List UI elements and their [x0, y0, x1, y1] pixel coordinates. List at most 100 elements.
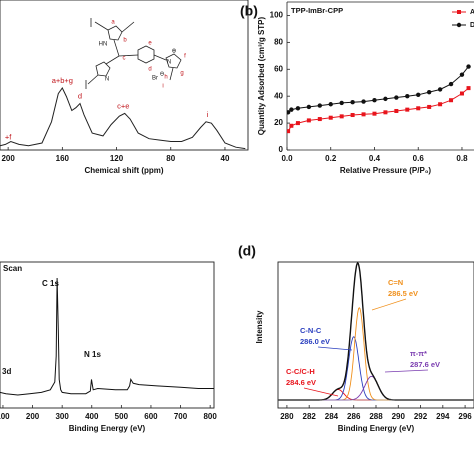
- x-tick-label: 288: [369, 412, 383, 421]
- y-axis-label: Intensity: [255, 310, 264, 343]
- component-energy: 287.6 eV: [410, 360, 440, 369]
- structure-label: h: [164, 75, 167, 81]
- x-tick-label: 0.2: [325, 154, 337, 163]
- structure-label: ⊕: [171, 49, 176, 55]
- marker: [426, 89, 432, 95]
- marker: [306, 118, 311, 123]
- x-tick-label: 286: [347, 412, 361, 421]
- structure-label: f: [184, 54, 186, 60]
- panel: 200 160 120 80 40 Chemical shift (ppm) +f a+b+g…: [0, 0, 249, 175]
- marker: [287, 129, 291, 134]
- marker: [339, 100, 344, 106]
- marker: [383, 96, 388, 102]
- structure-label: e: [148, 41, 152, 47]
- legend-marker: [456, 22, 462, 28]
- leader-line: [303, 387, 339, 397]
- x-axis-label: Relative Pressure (P/P₀): [340, 166, 432, 175]
- inset-title: TPP-ImBr-CPP: [291, 6, 343, 15]
- marker: [405, 93, 410, 99]
- marker: [427, 104, 432, 109]
- marker: [383, 110, 388, 115]
- y-tick-label: 80: [274, 37, 283, 46]
- marker: [437, 87, 443, 92]
- structure-label: g: [180, 71, 183, 77]
- annotation: Scan: [3, 264, 22, 273]
- peak-label: a+b+g: [52, 76, 73, 85]
- marker: [405, 107, 410, 112]
- x-tick-label: 280: [280, 412, 294, 421]
- plot-area: [287, 64, 471, 134]
- marker: [317, 117, 322, 122]
- marker: [459, 91, 464, 96]
- panel: 280 282 284 286 288 290 292 294 296 Binding Energ…: [238, 243, 474, 433]
- pyrrole-ring: [95, 61, 111, 77]
- marker: [289, 107, 294, 112]
- y-tick-label: 100: [270, 11, 284, 20]
- plot-area: [0, 87, 246, 150]
- x-tick-label: 500: [115, 412, 129, 421]
- marker: [394, 95, 399, 100]
- x-tick-label: 120: [110, 154, 124, 163]
- imidazolium-ring: [165, 53, 182, 69]
- legend-label: Adsorption: [470, 9, 474, 16]
- marker: [416, 106, 421, 111]
- x-tick-label: 400: [85, 412, 99, 421]
- marker: [317, 103, 323, 108]
- y-tick-label: 40: [274, 91, 283, 100]
- structure-label: ⊖: [159, 72, 164, 78]
- x-tick-label: 80: [166, 154, 175, 163]
- x-tick-label: 282: [303, 412, 317, 421]
- phenyl-ring: [137, 45, 155, 64]
- legend-marker: [457, 10, 461, 14]
- x-tick-label: 200: [26, 412, 40, 421]
- x-tick-label: 100: [0, 412, 10, 421]
- x-tick-label: 296: [458, 412, 472, 421]
- x-axis-label: Binding Energy (eV): [69, 424, 146, 433]
- structure-label: b: [123, 38, 127, 44]
- legend-label: Desorption: [470, 22, 474, 29]
- peak-label: i: [207, 110, 209, 119]
- marker: [339, 114, 344, 119]
- marker: [438, 102, 443, 107]
- annotation: 3d: [2, 367, 11, 376]
- spectrum-line: [0, 277, 214, 396]
- x-axis-label: Chemical shift (ppm): [84, 166, 163, 175]
- y-tick-label: 60: [274, 64, 283, 73]
- x-axis-label: Binding Energy (eV): [338, 424, 415, 433]
- spectrum-line: [0, 87, 246, 150]
- plot-area: [0, 277, 214, 396]
- x-tick-label: 294: [436, 412, 450, 421]
- component-name: π-π*: [410, 349, 427, 358]
- component-energy: 286.0 eV: [300, 337, 330, 346]
- panel-label: (b): [240, 3, 258, 19]
- marker: [328, 115, 333, 120]
- marker: [295, 106, 301, 111]
- axes-frame: [0, 0, 249, 151]
- marker: [466, 64, 471, 69]
- marker: [372, 98, 377, 103]
- marker: [459, 72, 465, 77]
- structure-label: HN: [99, 42, 108, 48]
- structure-label: d: [148, 67, 151, 73]
- marker: [350, 113, 355, 118]
- marker: [295, 121, 300, 126]
- pyrrole-ring: [107, 25, 123, 41]
- x-tick-label: 600: [144, 412, 158, 421]
- axes-frame: [0, 261, 215, 409]
- annotation: N 1s: [84, 350, 101, 359]
- series-line: [287, 87, 469, 132]
- component-energy: 286.5 eV: [388, 289, 418, 298]
- marker: [289, 123, 294, 128]
- marker: [361, 99, 366, 104]
- marker: [287, 110, 291, 115]
- leader-line: [371, 298, 407, 311]
- x-tick-label: 0.6: [413, 154, 425, 163]
- marker: [394, 108, 399, 113]
- y-tick-label: 20: [274, 118, 283, 127]
- marker: [448, 81, 454, 87]
- structure-label: N: [167, 60, 171, 66]
- panel: 100 200 300 400 500 600 700 800 Binding Energy (…: [0, 261, 217, 433]
- structure-label: a: [111, 20, 115, 26]
- marker: [372, 111, 377, 116]
